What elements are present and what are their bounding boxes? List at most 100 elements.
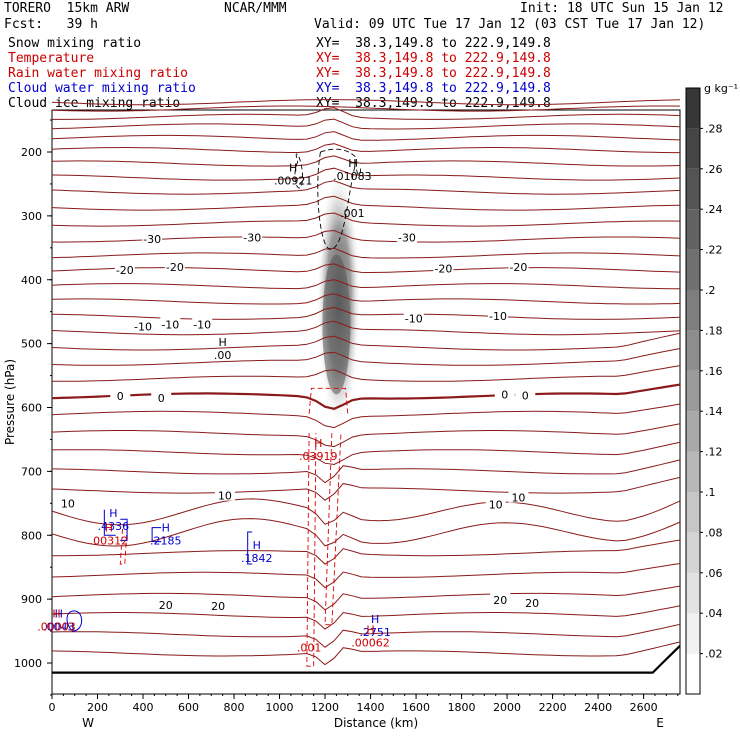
max-value-label: .00312 bbox=[90, 534, 129, 547]
east-label: E bbox=[656, 716, 664, 730]
x-axis: 0 200 400 600 800 1000 1200 1400 1600 1800 2000 220… bbox=[49, 694, 679, 730]
x-tick-label: 0 bbox=[49, 701, 56, 714]
max-value-label: .2185 bbox=[150, 534, 182, 547]
colorbar-tick-label: .08 bbox=[705, 526, 723, 539]
isotherm bbox=[51, 155, 681, 167]
x-tick-label: 1000 bbox=[266, 701, 294, 714]
isotherm bbox=[51, 441, 681, 466]
y-tick-label: 800 bbox=[21, 529, 42, 542]
temperature-labels: -30 -30 -30 -20 -20 -20 -20 -10 -10 -10 -10 -10 0 0 0 0… bbox=[57, 230, 543, 613]
max-marker-h: H bbox=[52, 607, 60, 620]
y-tick-label: 500 bbox=[21, 338, 42, 351]
colorbar-tick-label: .18 bbox=[705, 324, 723, 337]
valid-time: Valid: 09 UTC Tue 17 Jan 12 (03 CST Tue … bbox=[314, 17, 706, 32]
isotherm bbox=[51, 641, 681, 666]
temperature-contour-label: 10 bbox=[218, 490, 232, 503]
max-marker-h: H bbox=[253, 539, 261, 552]
isotherm bbox=[51, 476, 681, 501]
colorbar-tick-label: .2 bbox=[705, 284, 716, 297]
colorbar-segment bbox=[686, 168, 700, 210]
west-label: W bbox=[82, 716, 94, 730]
isotherm bbox=[51, 585, 681, 611]
label-bg bbox=[192, 317, 213, 330]
colorbar-segment bbox=[686, 88, 700, 129]
max-marker-h: H bbox=[289, 162, 297, 175]
isotherm bbox=[52, 365, 681, 382]
colorbar-tick-label: .1 bbox=[705, 486, 716, 499]
colorbar-tick-label: .22 bbox=[705, 244, 723, 257]
forecast-hour: Fcst: 39 h bbox=[4, 17, 98, 32]
label-bg bbox=[515, 388, 536, 401]
isotherm bbox=[51, 195, 681, 211]
colorbar-tick-label: .16 bbox=[705, 365, 723, 378]
label-bg bbox=[57, 496, 78, 509]
isotherms bbox=[51, 99, 681, 666]
snow-plume-core bbox=[322, 254, 351, 395]
isotherm bbox=[51, 263, 681, 274]
label-bg bbox=[487, 309, 508, 322]
isotherm bbox=[51, 118, 681, 130]
field-xy-temperature: XY= 38.3,149.8 to 222.9,149.8 bbox=[316, 51, 551, 66]
temperature-contour-label: -10 bbox=[405, 313, 423, 326]
isotherm bbox=[51, 320, 681, 336]
label-bg bbox=[485, 497, 506, 510]
temperature-contour-label: -30 bbox=[243, 232, 261, 245]
temperature-contour-label: 0 bbox=[522, 389, 529, 402]
x-tick-label: 2600 bbox=[630, 701, 658, 714]
temperature-contour-label: -20 bbox=[434, 262, 452, 275]
temperature-contour-label: 0 bbox=[501, 389, 508, 402]
isotherm bbox=[51, 623, 681, 648]
isotherm bbox=[51, 167, 681, 181]
field-name-snow: Snow mixing ratio bbox=[8, 36, 142, 51]
colorbar: .02 .04 .06 .08 .1 .12 .14 .16 .18 .2 .22 .24 .26 .28… bbox=[685, 82, 738, 695]
max-marker-h: H bbox=[366, 623, 374, 636]
label-bg bbox=[142, 231, 163, 244]
label-bg bbox=[508, 259, 529, 272]
colorbar-segment bbox=[686, 492, 700, 533]
x-tick-label: 800 bbox=[224, 701, 245, 714]
field-xy-rain: XY= 38.3,149.8 to 222.9,149.8 bbox=[316, 66, 551, 81]
field-name-cloud-ice: Cloud ice mixing ratio bbox=[8, 96, 181, 111]
temperature-contour-label: 10 bbox=[511, 492, 525, 505]
field-name-temperature: Temperature bbox=[8, 51, 95, 66]
colorbar-tick-label: .28 bbox=[705, 122, 723, 135]
isotherm bbox=[51, 143, 680, 154]
label-bg bbox=[490, 592, 511, 605]
isotherm bbox=[51, 99, 681, 106]
x-tick-label: 200 bbox=[87, 701, 108, 714]
max-value-label: .00003 bbox=[37, 620, 76, 633]
isotherm bbox=[51, 293, 681, 305]
temperature-contour-label: 10 bbox=[61, 497, 75, 510]
label-bg bbox=[242, 230, 263, 243]
max-value-label: .0043 bbox=[43, 620, 75, 633]
temperature-contour-label: -10 bbox=[489, 310, 507, 323]
isotherm bbox=[51, 105, 681, 112]
plot-frame bbox=[51, 109, 681, 695]
y-tick-label: 700 bbox=[21, 465, 42, 478]
cloud-water-contour bbox=[66, 610, 83, 632]
colorbar-unit: g kg⁻¹ bbox=[704, 82, 738, 95]
x-tick-label: 1600 bbox=[402, 701, 430, 714]
cloud-water-contours bbox=[66, 509, 253, 632]
max-value-label: .03919 bbox=[299, 450, 338, 463]
temperature-contour-label: 20 bbox=[211, 600, 225, 613]
label-bg bbox=[164, 259, 185, 272]
isotherm bbox=[51, 306, 681, 320]
isotherm bbox=[51, 403, 681, 429]
colorbar-segment bbox=[686, 613, 700, 654]
field-name-rain: Rain water mixing ratio bbox=[8, 66, 189, 81]
max-value-label: .00062 bbox=[351, 636, 390, 649]
cloud-water-contour bbox=[120, 518, 128, 541]
x-tick-label: 2000 bbox=[493, 701, 521, 714]
temperature-contour-label: -20 bbox=[166, 261, 184, 274]
temperature-contour-label: 0 bbox=[158, 392, 165, 405]
org-label: NCAR/MMM bbox=[224, 1, 287, 16]
isotherm bbox=[51, 348, 681, 366]
colorbar-segment bbox=[686, 290, 700, 331]
temperature-contour-label: -30 bbox=[143, 233, 161, 246]
max-value-label: .4336 bbox=[98, 520, 130, 533]
y-tick-label: 400 bbox=[21, 274, 42, 287]
max-value-label: .001 bbox=[297, 642, 322, 655]
isotherm bbox=[52, 107, 681, 120]
